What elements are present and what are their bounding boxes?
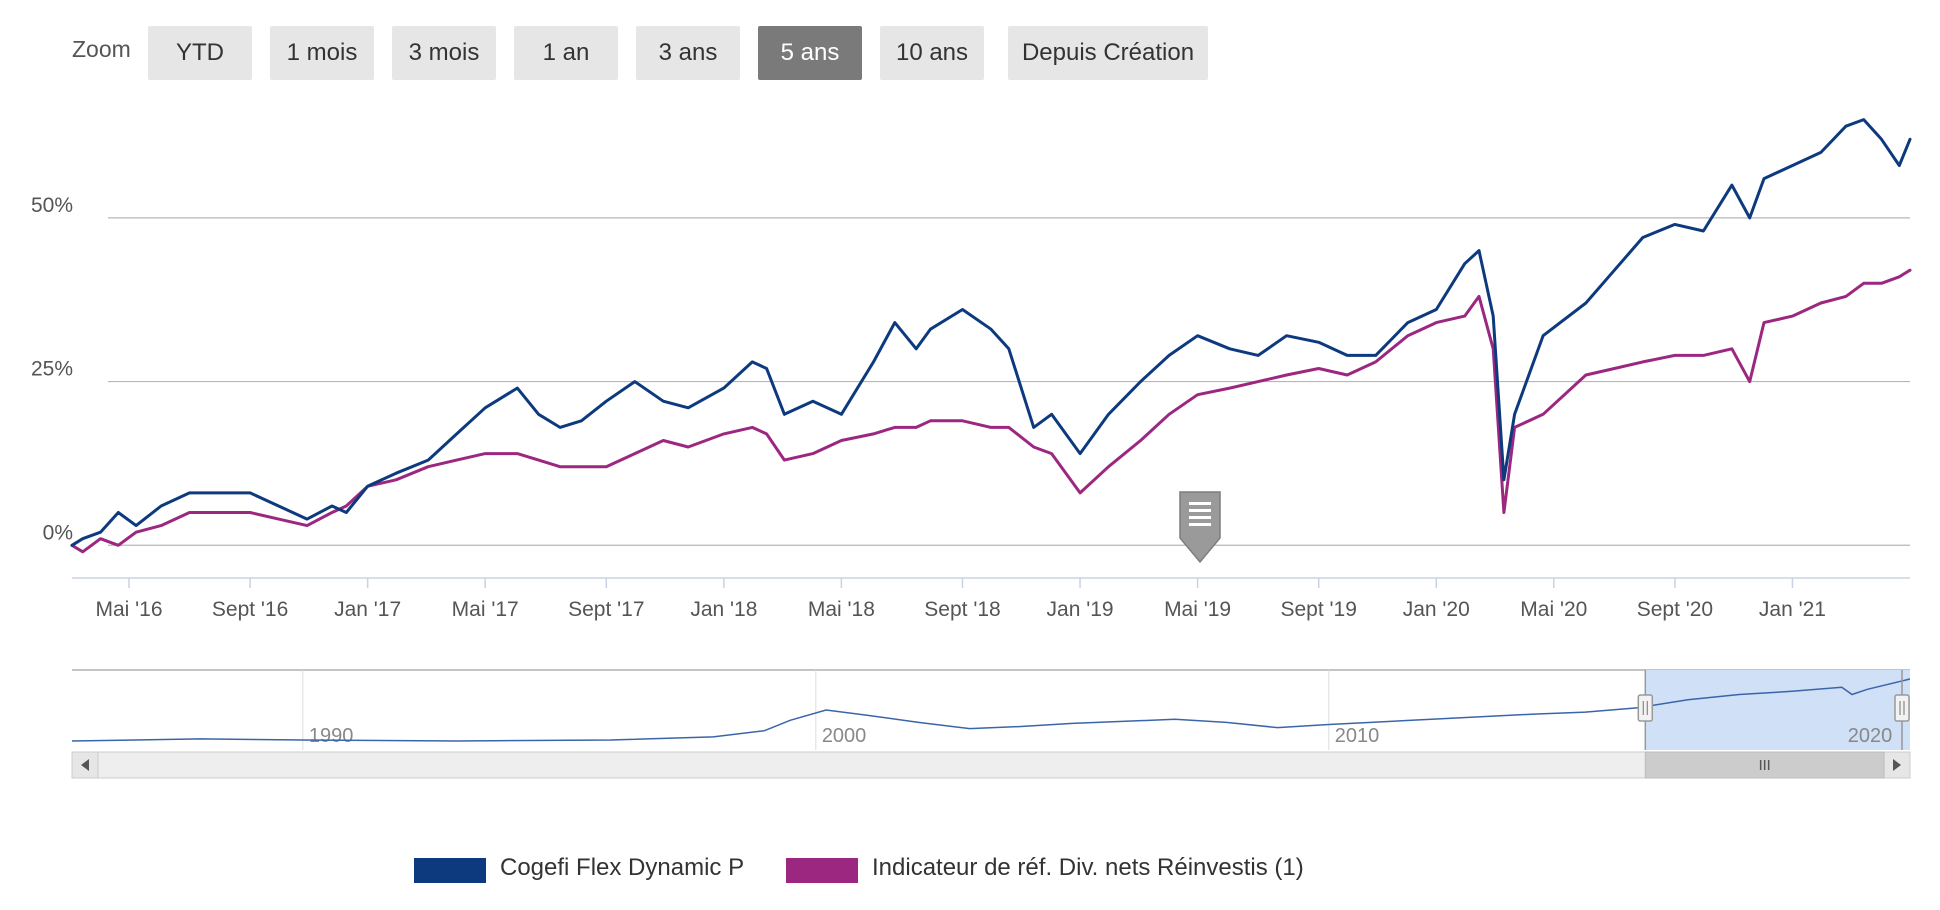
navigator-handle-grip[interactable]: [1894, 694, 1910, 722]
zoom-button-1-month[interactable]: 1 mois: [270, 26, 374, 80]
navigator-series-line: [71, 678, 1911, 742]
y-tick-label: 50%: [31, 194, 73, 217]
series-line-benchmark: [70, 268, 1912, 554]
navigator-year-label: 1990: [309, 725, 354, 747]
x-tick-label: Sept '16: [212, 598, 288, 621]
scrollbar-grip-icon: [1759, 760, 1770, 770]
x-tick-label: Jan '17: [334, 598, 401, 621]
legend-label-benchmark: Indicateur de réf. Div. nets Réinvestis …: [872, 854, 1304, 881]
scroll-right-arrow-icon: [1893, 759, 1901, 771]
series-line-fund: [70, 118, 1912, 547]
legend-swatch-fund: [414, 858, 486, 883]
legend-label-fund: Cogefi Flex Dynamic P: [500, 854, 745, 881]
x-tick-label: Sept '20: [1637, 598, 1713, 621]
zoom-button-10-years[interactable]: 10 ans: [880, 26, 984, 80]
x-tick-label: Jan '18: [690, 598, 757, 621]
zoom-button-1-year[interactable]: 1 an: [514, 26, 618, 80]
x-tick-label: Mai '20: [1520, 598, 1587, 621]
flag-marker-line: [1189, 509, 1211, 512]
x-tick-label: Sept '18: [924, 598, 1000, 621]
zoom-button-ytd[interactable]: YTD: [148, 26, 252, 80]
scrollbar[interactable]: [71, 751, 1911, 779]
zoom-button-3-years[interactable]: 3 ans: [636, 26, 740, 80]
x-tick-label: Mai '19: [1164, 598, 1231, 621]
y-axis-labels: 0% 25% 50%: [31, 194, 73, 544]
x-tick-label: Jan '19: [1047, 598, 1114, 621]
navigator-handle-left[interactable]: [1637, 670, 1654, 750]
x-tick-label: Mai '16: [95, 598, 162, 621]
x-tick-label: Jan '21: [1759, 598, 1826, 621]
navigator-year-label: 2020: [1848, 725, 1893, 747]
y-gridlines: [108, 217, 1910, 546]
legend-swatch-benchmark: [786, 858, 858, 883]
x-axis-ticks: Mai '16 Sept '16 Jan '17 Mai '17 Sept '17 Jan…: [95, 578, 1826, 621]
navigator[interactable]: 1990 2000 2010 2020: [71, 669, 1911, 750]
navigator-labels: 1990 2000 2010 2020: [309, 725, 1892, 747]
zoom-button-5-years[interactable]: 5 ans: [758, 26, 862, 80]
x-tick-label: Sept '17: [568, 598, 644, 621]
series-lines: [70, 118, 1912, 554]
scroll-left-arrow-icon: [81, 759, 89, 771]
x-tick-label: Mai '18: [808, 598, 875, 621]
legend-item-fund[interactable]: Cogefi Flex Dynamic P: [414, 852, 754, 888]
flag-marker-line: [1189, 502, 1211, 505]
scrollbar-track[interactable]: [71, 751, 1911, 779]
navigator-year-label: 2000: [822, 725, 867, 747]
flag-marker-line: [1189, 516, 1211, 519]
x-tick-label: Mai '17: [452, 598, 519, 621]
zoom-button-since-inception[interactable]: Depuis Création: [1008, 26, 1208, 80]
zoom-button-3-months[interactable]: 3 mois: [392, 26, 496, 80]
navigator-handle-right[interactable]: [1894, 670, 1910, 750]
navigator-handle-grip[interactable]: [1637, 694, 1654, 722]
flag-marker[interactable]: [1179, 491, 1221, 564]
flag-marker-line: [1189, 523, 1211, 526]
x-tick-label: Sept '19: [1281, 598, 1357, 621]
y-tick-label: 25%: [31, 358, 73, 381]
scrollbar-right-button[interactable]: [1883, 751, 1911, 779]
navigator-selection[interactable]: [1645, 670, 1910, 750]
navigator-year-label: 2010: [1335, 725, 1380, 747]
legend-item-benchmark[interactable]: Indicateur de réf. Div. nets Réinvestis …: [786, 852, 1346, 888]
x-tick-label: Jan '20: [1403, 598, 1470, 621]
zoom-label: Zoom: [72, 36, 131, 62]
y-tick-label: 0%: [43, 521, 73, 544]
